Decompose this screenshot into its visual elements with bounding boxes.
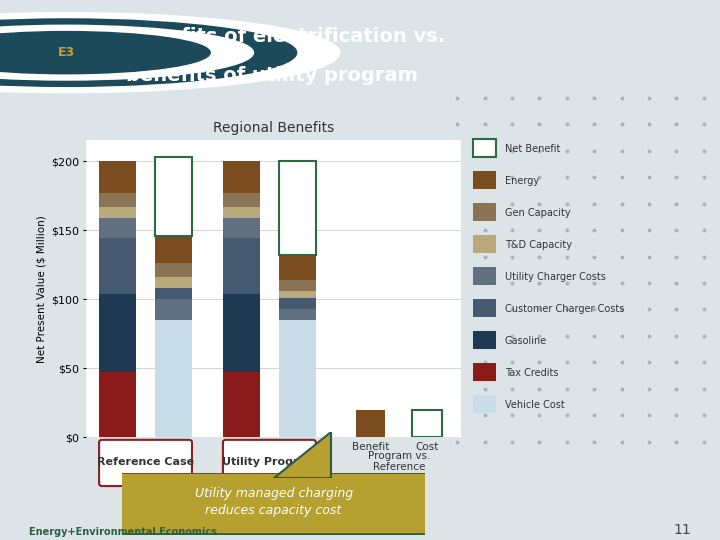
Bar [223, 294, 259, 373]
Bar [279, 298, 316, 309]
FancyBboxPatch shape [113, 472, 434, 535]
FancyBboxPatch shape [472, 395, 495, 413]
Bar [156, 236, 192, 264]
Bar [99, 373, 135, 437]
Text: Program vs.
Reference: Program vs. Reference [368, 451, 430, 472]
Text: Customer Charger Costs: Customer Charger Costs [505, 305, 624, 314]
FancyBboxPatch shape [472, 363, 495, 381]
Text: 11: 11 [673, 523, 691, 537]
Text: Gen Capacity: Gen Capacity [505, 208, 570, 218]
Bar [223, 239, 259, 294]
Bar [156, 157, 192, 236]
FancyBboxPatch shape [472, 235, 495, 253]
Circle shape [0, 25, 253, 80]
Bar [223, 193, 259, 207]
FancyBboxPatch shape [472, 203, 495, 221]
Bar [156, 288, 192, 299]
FancyBboxPatch shape [223, 440, 316, 486]
Bar [223, 218, 259, 239]
Bar [223, 373, 259, 437]
Bar [99, 193, 135, 207]
Bar [279, 320, 316, 437]
Circle shape [0, 31, 210, 73]
Bar [279, 291, 316, 298]
Bar [156, 264, 192, 277]
Y-axis label: Net Present Value ($ Million): Net Present Value ($ Million) [37, 215, 47, 363]
Bar [99, 207, 135, 218]
FancyBboxPatch shape [472, 171, 495, 189]
Text: Gasoline: Gasoline [505, 336, 547, 346]
Bar [223, 161, 259, 193]
Bar [156, 299, 192, 320]
Text: Utility Charger Costs: Utility Charger Costs [505, 272, 606, 282]
Text: Tax Credits: Tax Credits [505, 368, 559, 379]
Text: E3: E3 [58, 46, 75, 59]
Text: Net Benefit: Net Benefit [505, 144, 560, 154]
Bar [156, 277, 192, 288]
Polygon shape [274, 432, 331, 478]
Text: Reference Case: Reference Case [97, 457, 194, 467]
Bar [279, 309, 316, 320]
Bar [156, 320, 192, 437]
Bar [279, 161, 316, 255]
Bar [356, 410, 385, 437]
Text: benefits of utility program: benefits of utility program [126, 66, 418, 85]
Text: Energy: Energy [505, 177, 539, 186]
FancyBboxPatch shape [99, 440, 192, 486]
Bar [279, 280, 316, 291]
FancyBboxPatch shape [472, 267, 495, 285]
Bar [413, 410, 441, 437]
Bar [279, 255, 316, 280]
Title: Regional Benefits: Regional Benefits [213, 121, 334, 135]
Bar [99, 218, 135, 239]
Circle shape [0, 12, 340, 93]
Text: Utility managed charging
reduces capacity cost: Utility managed charging reduces capacit… [194, 487, 353, 517]
Bar [99, 294, 135, 373]
Text: Benefits of electrification vs.: Benefits of electrification vs. [126, 28, 445, 46]
FancyBboxPatch shape [472, 331, 495, 349]
Text: Vehicle Cost: Vehicle Cost [505, 400, 564, 410]
Text: Energy+Environmental Economics: Energy+Environmental Economics [29, 527, 217, 537]
Bar [99, 239, 135, 294]
Text: Utility Program: Utility Program [222, 457, 317, 467]
Bar [223, 207, 259, 218]
Circle shape [0, 19, 297, 86]
Text: T&D Capacity: T&D Capacity [505, 240, 572, 251]
FancyBboxPatch shape [472, 299, 495, 317]
Bar [99, 161, 135, 193]
FancyBboxPatch shape [472, 139, 495, 157]
